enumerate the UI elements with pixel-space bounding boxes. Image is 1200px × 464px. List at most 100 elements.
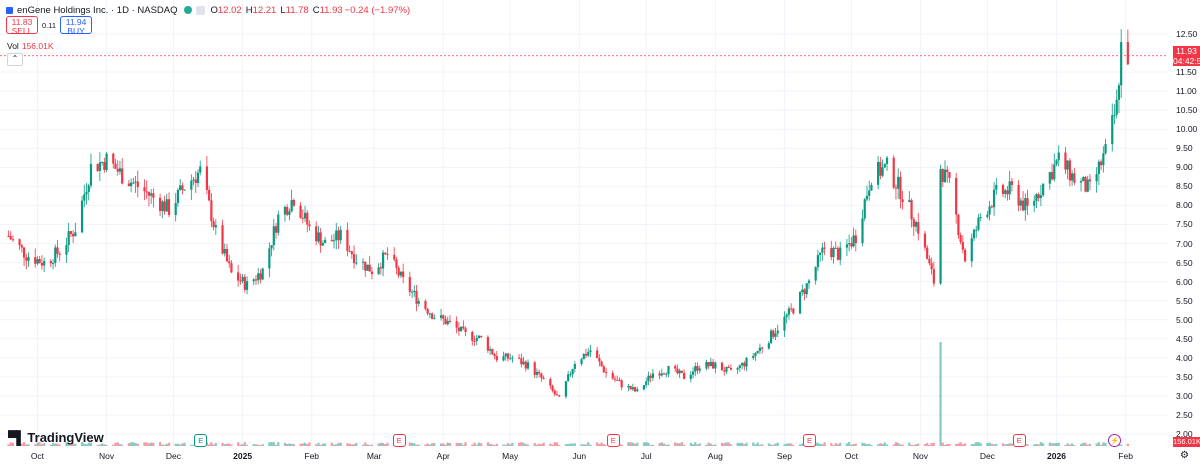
volume-bar: [932, 442, 935, 446]
earnings-event-marker[interactable]: E: [606, 434, 620, 447]
y-tick-label: 4.00: [1176, 352, 1193, 363]
collapse-legend-button[interactable]: ⌃: [7, 53, 23, 66]
candle: [480, 335, 483, 339]
candle: [631, 383, 634, 391]
symbol-title[interactable]: enGene Holdings Inc. · 1D · NASDAQ: [17, 4, 178, 16]
candle-body: [553, 390, 556, 395]
volume-bar: [946, 443, 949, 446]
candle-body: [174, 203, 177, 215]
candle: [399, 271, 403, 279]
volume-bar: [352, 444, 356, 446]
candle-body: [988, 206, 991, 215]
volume-bar: [462, 444, 465, 446]
candle: [807, 279, 811, 289]
candle: [894, 184, 898, 200]
tradingview-logo[interactable]: ▀▌ TradingView: [8, 430, 104, 445]
candle-body: [43, 261, 46, 266]
candle: [225, 244, 229, 263]
candle: [908, 191, 911, 203]
candle: [1100, 159, 1103, 171]
candle-body: [161, 201, 164, 211]
market-status-icon[interactable]: [183, 6, 192, 14]
candle-body: [645, 381, 648, 386]
candle: [520, 353, 523, 368]
candle: [774, 328, 777, 341]
x-tick-label: Feb: [1118, 451, 1133, 461]
candle: [444, 315, 447, 325]
volume-bar: [270, 442, 273, 446]
chevron-up-icon: ⌃: [11, 54, 19, 63]
sell-button[interactable]: 11.83 SELL: [6, 16, 38, 36]
candle-body: [163, 201, 166, 212]
volume-bar: [431, 443, 434, 446]
candle-body: [573, 363, 576, 369]
candle: [567, 370, 570, 382]
candle-body: [223, 249, 226, 254]
earnings-event-marker[interactable]: E: [392, 434, 406, 447]
candle-body: [7, 235, 10, 237]
gear-icon[interactable]: ⚙: [1180, 450, 1189, 461]
candle-body: [54, 247, 57, 263]
volume-bar: [535, 444, 539, 446]
volume-bar: [332, 444, 336, 446]
candle-body: [130, 182, 133, 187]
earnings-event-marker[interactable]: E: [1012, 434, 1026, 447]
candle: [694, 362, 697, 377]
volume-bar: [136, 443, 139, 446]
volume-bar: [917, 443, 920, 446]
candle: [167, 192, 171, 218]
earnings-event-marker[interactable]: E: [802, 434, 816, 447]
candle-body: [136, 181, 139, 188]
candle: [752, 353, 755, 360]
candle: [538, 369, 541, 378]
volume-bar: [290, 443, 293, 446]
candle: [308, 220, 311, 231]
candle-body: [230, 263, 233, 273]
candle-body: [152, 193, 155, 198]
dividend-event-marker[interactable]: E: [194, 434, 208, 447]
volume-bar: [181, 443, 184, 446]
candle: [932, 261, 935, 287]
candle-body: [738, 365, 741, 369]
volume-bar: [103, 444, 106, 446]
candle: [221, 219, 224, 255]
candle-body: [620, 380, 623, 388]
y-tick-label: 10.00: [1176, 124, 1198, 135]
candle-body: [127, 183, 130, 187]
candle: [134, 175, 137, 193]
volume-legend[interactable]: Vol 156.01K: [7, 41, 54, 51]
volume-bar: [288, 443, 291, 446]
candle-body: [522, 361, 525, 365]
volume-bar: [745, 442, 748, 446]
visibility-icon[interactable]: [195, 5, 205, 15]
candle-body: [725, 367, 728, 372]
split-event-marker[interactable]: ⚡: [1108, 434, 1122, 447]
candle: [22, 247, 26, 267]
candle-body: [237, 272, 240, 281]
candle: [386, 247, 389, 261]
candle: [116, 160, 119, 176]
candle-body: [979, 217, 982, 219]
buy-button[interactable]: 11.94 BUY: [60, 16, 93, 36]
candle: [1017, 180, 1020, 212]
candle: [1082, 176, 1085, 182]
candle-body: [439, 315, 443, 318]
candle-body: [555, 394, 559, 396]
candle: [118, 160, 122, 175]
candle-body: [473, 340, 476, 342]
candle: [821, 242, 824, 261]
y-tick-label: 12.50: [1176, 29, 1198, 39]
volume-bar: [662, 443, 666, 446]
candle: [972, 228, 976, 242]
candle-body: [736, 368, 739, 370]
candle: [54, 244, 57, 267]
candle-body: [865, 195, 869, 200]
candle-body: [179, 185, 182, 190]
candle: [377, 263, 380, 275]
candle: [25, 253, 28, 270]
volume-bar: [678, 443, 681, 446]
candle-body: [491, 349, 494, 355]
x-tick-label: Nov: [99, 451, 115, 461]
candle: [758, 343, 762, 355]
